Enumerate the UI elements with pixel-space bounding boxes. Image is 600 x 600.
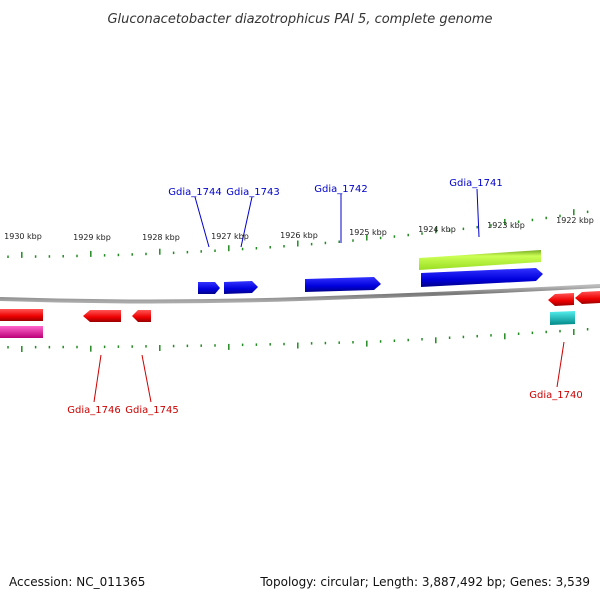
gene-gdia-1741-feature[interactable] bbox=[421, 268, 543, 287]
leader-lines bbox=[93, 188, 565, 403]
genome-backbone bbox=[0, 284, 600, 304]
ruler-label: 1926 kbp bbox=[280, 231, 318, 240]
gene-label-gdia-1743[interactable]: Gdia_1743 bbox=[226, 187, 279, 198]
leader-line bbox=[194, 196, 210, 248]
gene-red-feature[interactable] bbox=[0, 309, 43, 321]
ruler-labels: 1930 kbp 1929 kbp 1928 kbp 1927 kbp 1926… bbox=[4, 216, 594, 242]
gene-labels: Gdia_1744 Gdia_1743 Gdia_1742 Gdia_1741 … bbox=[67, 178, 582, 416]
gene-gdia-1744-feature[interactable] bbox=[198, 282, 220, 294]
gene-gdia-1742-feature[interactable] bbox=[305, 277, 381, 292]
ruler-label: 1922 kbp bbox=[556, 216, 594, 225]
gene-red-feature[interactable] bbox=[575, 291, 600, 304]
gene-label-gdia-1741[interactable]: Gdia_1741 bbox=[449, 178, 502, 189]
gene-gdia-1746-feature[interactable] bbox=[83, 310, 121, 322]
forward-features bbox=[198, 250, 543, 294]
leader-line bbox=[556, 341, 565, 388]
leader-line bbox=[476, 188, 480, 238]
ruler-label: 1928 kbp bbox=[142, 233, 180, 242]
ruler-label: 1929 kbp bbox=[73, 233, 111, 242]
ruler-label: 1925 kbp bbox=[349, 228, 387, 237]
map-title: Gluconacetobacter diazotrophicus PAl 5, … bbox=[107, 12, 492, 27]
ruler-label: 1924 kbp bbox=[418, 225, 456, 234]
accession-text: Accession: NC_011365 bbox=[9, 575, 145, 589]
gene-label-gdia-1742[interactable]: Gdia_1742 bbox=[314, 184, 367, 195]
gene-label-gdia-1740[interactable]: Gdia_1740 bbox=[529, 390, 582, 401]
gene-label-gdia-1746[interactable]: Gdia_1746 bbox=[67, 405, 120, 416]
reverse-features bbox=[0, 291, 600, 338]
gene-gdia-1741-rna-feature[interactable] bbox=[419, 250, 541, 270]
ruler-label: 1930 kbp bbox=[4, 232, 42, 241]
gene-gdia-1740-feature[interactable] bbox=[548, 293, 574, 306]
gene-gdia-1743-feature[interactable] bbox=[224, 281, 258, 294]
gene-label-gdia-1745[interactable]: Gdia_1745 bbox=[125, 405, 178, 416]
gene-label-gdia-1744[interactable]: Gdia_1744 bbox=[168, 187, 221, 198]
lower-ruler-ticks bbox=[7, 328, 589, 352]
upper-ruler-ticks bbox=[7, 209, 589, 258]
leader-line bbox=[93, 354, 102, 403]
gene-cyan-feature[interactable] bbox=[550, 311, 575, 325]
leader-line bbox=[141, 354, 152, 403]
leader-line bbox=[240, 196, 253, 248]
ruler-label: 1923 kbp bbox=[487, 221, 525, 230]
gene-magenta-feature[interactable] bbox=[0, 326, 43, 338]
gene-gdia-1745-feature[interactable] bbox=[132, 310, 151, 322]
ruler-label: 1927 kbp bbox=[211, 232, 249, 241]
genome-summary-text: Topology: circular; Length: 3,887,492 bp… bbox=[259, 575, 590, 589]
